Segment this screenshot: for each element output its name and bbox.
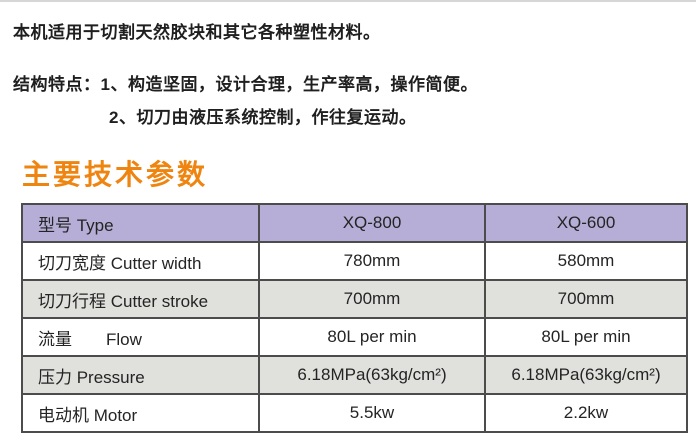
row-value-xq800: 700mm: [258, 279, 486, 319]
page-top-edge: [0, 0, 696, 2]
features-label: 结构特点：: [13, 75, 101, 94]
table-row-cutter-stroke: 切刀行程 Cutter stroke 700mm 700mm: [21, 279, 688, 319]
features-line-2: 2、切刀由液压系统控制，作往复运动。: [109, 103, 416, 128]
row-value-xq600: 80L per min: [484, 317, 688, 357]
feature-item-2: 2、切刀由液压系统控制，作往复运动。: [109, 108, 417, 127]
row-value-xq600: 700mm: [484, 279, 688, 319]
header-cell-model-xq600: XQ-600: [484, 203, 688, 243]
row-value-xq600: 580mm: [484, 241, 688, 281]
table-row-flow: 流量 Flow 80L per min 80L per min: [21, 317, 688, 357]
row-value-xq800: 780mm: [258, 241, 486, 281]
header-cell-model-xq800: XQ-800: [258, 203, 486, 243]
row-value-xq800: 6.18MPa(63kg/cm²): [258, 355, 486, 395]
table-row-motor: 电动机 Motor 5.5kw 2.2kw: [21, 393, 688, 433]
row-label: 流量 Flow: [21, 317, 260, 357]
section-title: 主要技术参数: [22, 159, 209, 190]
row-label: 切刀行程 Cutter stroke: [21, 279, 260, 319]
row-value-xq600: 2.2kw: [484, 393, 688, 433]
feature-item-1: 1、构造坚固，设计合理，生产率高，操作简便。: [100, 75, 478, 94]
row-label: 压力 Pressure: [21, 355, 260, 395]
table-row-pressure: 压力 Pressure 6.18MPa(63kg/cm²) 6.18MPa(63…: [21, 355, 688, 395]
row-value-xq600: 6.18MPa(63kg/cm²): [484, 355, 688, 395]
features-line-1: 结构特点：1、构造坚固，设计合理，生产率高，操作简便。: [13, 70, 478, 95]
intro-text: 本机适用于切割天然胶块和其它各种塑性材料。: [13, 23, 381, 42]
row-label: 电动机 Motor: [21, 393, 260, 433]
table-row-cutter-width: 切刀宽度 Cutter width 780mm 580mm: [21, 241, 688, 281]
row-label: 切刀宽度 Cutter width: [21, 241, 260, 281]
row-value-xq800: 5.5kw: [258, 393, 486, 433]
table-header-row: 型号 Type XQ-800 XQ-600: [21, 203, 688, 243]
row-value-xq800: 80L per min: [258, 317, 486, 357]
spec-table: 型号 Type XQ-800 XQ-600 切刀宽度 Cutter width …: [21, 203, 688, 433]
header-cell-type: 型号 Type: [21, 203, 260, 243]
